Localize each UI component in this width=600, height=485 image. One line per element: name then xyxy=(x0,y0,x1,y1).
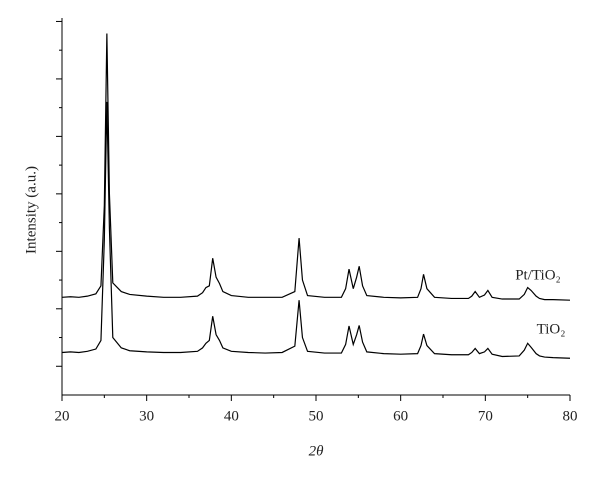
x-axis-label: 2θ xyxy=(309,443,325,459)
series-line xyxy=(61,33,571,301)
legend-label: Pt/TiO₂ xyxy=(515,267,561,283)
series-line xyxy=(61,101,571,359)
legend-label: TiO₂ xyxy=(537,321,566,337)
x-tick-label: 80 xyxy=(563,408,578,424)
x-tick-label: 30 xyxy=(139,408,154,424)
y-axis-label: Intensity (a.u.) xyxy=(23,166,39,254)
x-tick-label: 60 xyxy=(393,408,408,424)
x-tick-label: 50 xyxy=(309,408,324,424)
x-tick-label: 40 xyxy=(224,408,239,424)
x-tick-label: 20 xyxy=(55,408,70,424)
x-tick-label: 70 xyxy=(478,408,493,424)
